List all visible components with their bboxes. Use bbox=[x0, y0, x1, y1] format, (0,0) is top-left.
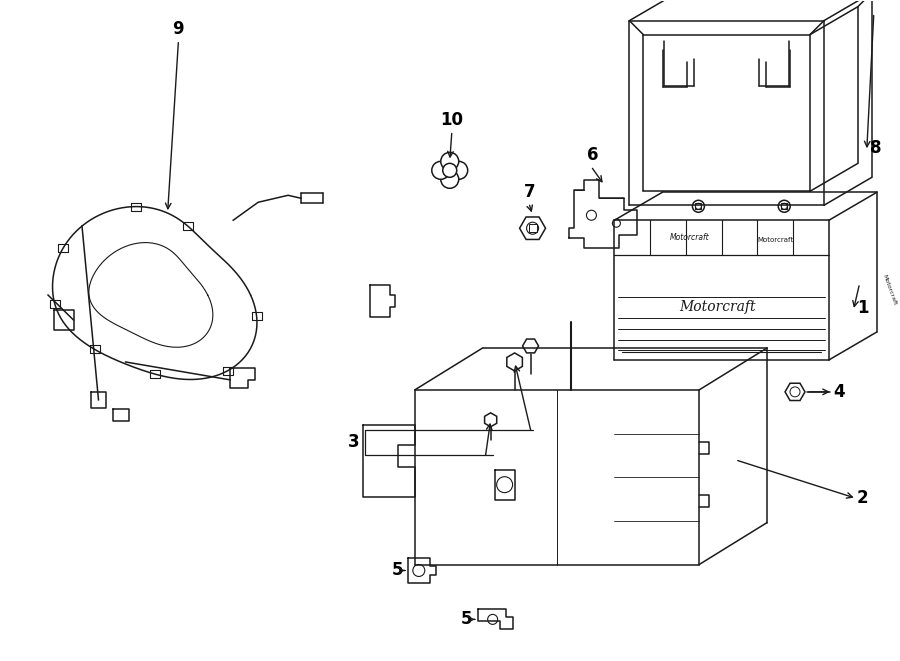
Text: 7: 7 bbox=[524, 183, 536, 202]
Circle shape bbox=[443, 163, 456, 177]
Text: 4: 4 bbox=[832, 383, 844, 401]
Text: 2: 2 bbox=[857, 488, 868, 506]
Bar bbox=[528, 224, 536, 232]
Circle shape bbox=[450, 161, 468, 179]
Circle shape bbox=[432, 161, 450, 179]
Circle shape bbox=[441, 171, 459, 188]
Bar bbox=[696, 204, 701, 210]
Circle shape bbox=[441, 153, 459, 171]
Text: 10: 10 bbox=[440, 112, 464, 130]
Text: 8: 8 bbox=[870, 139, 881, 157]
Text: 6: 6 bbox=[587, 146, 599, 165]
Text: Motorcraft: Motorcraft bbox=[670, 233, 709, 242]
Text: 5: 5 bbox=[461, 610, 472, 629]
Text: 5: 5 bbox=[392, 561, 403, 580]
Text: 1: 1 bbox=[857, 299, 868, 317]
Bar bbox=[781, 204, 788, 210]
Text: Motorcraft: Motorcraft bbox=[757, 237, 794, 243]
Text: Motorcraft: Motorcraft bbox=[680, 300, 756, 314]
Text: 9: 9 bbox=[173, 20, 184, 38]
Text: Motorcraft: Motorcraft bbox=[882, 274, 897, 306]
Text: 3: 3 bbox=[348, 433, 360, 451]
